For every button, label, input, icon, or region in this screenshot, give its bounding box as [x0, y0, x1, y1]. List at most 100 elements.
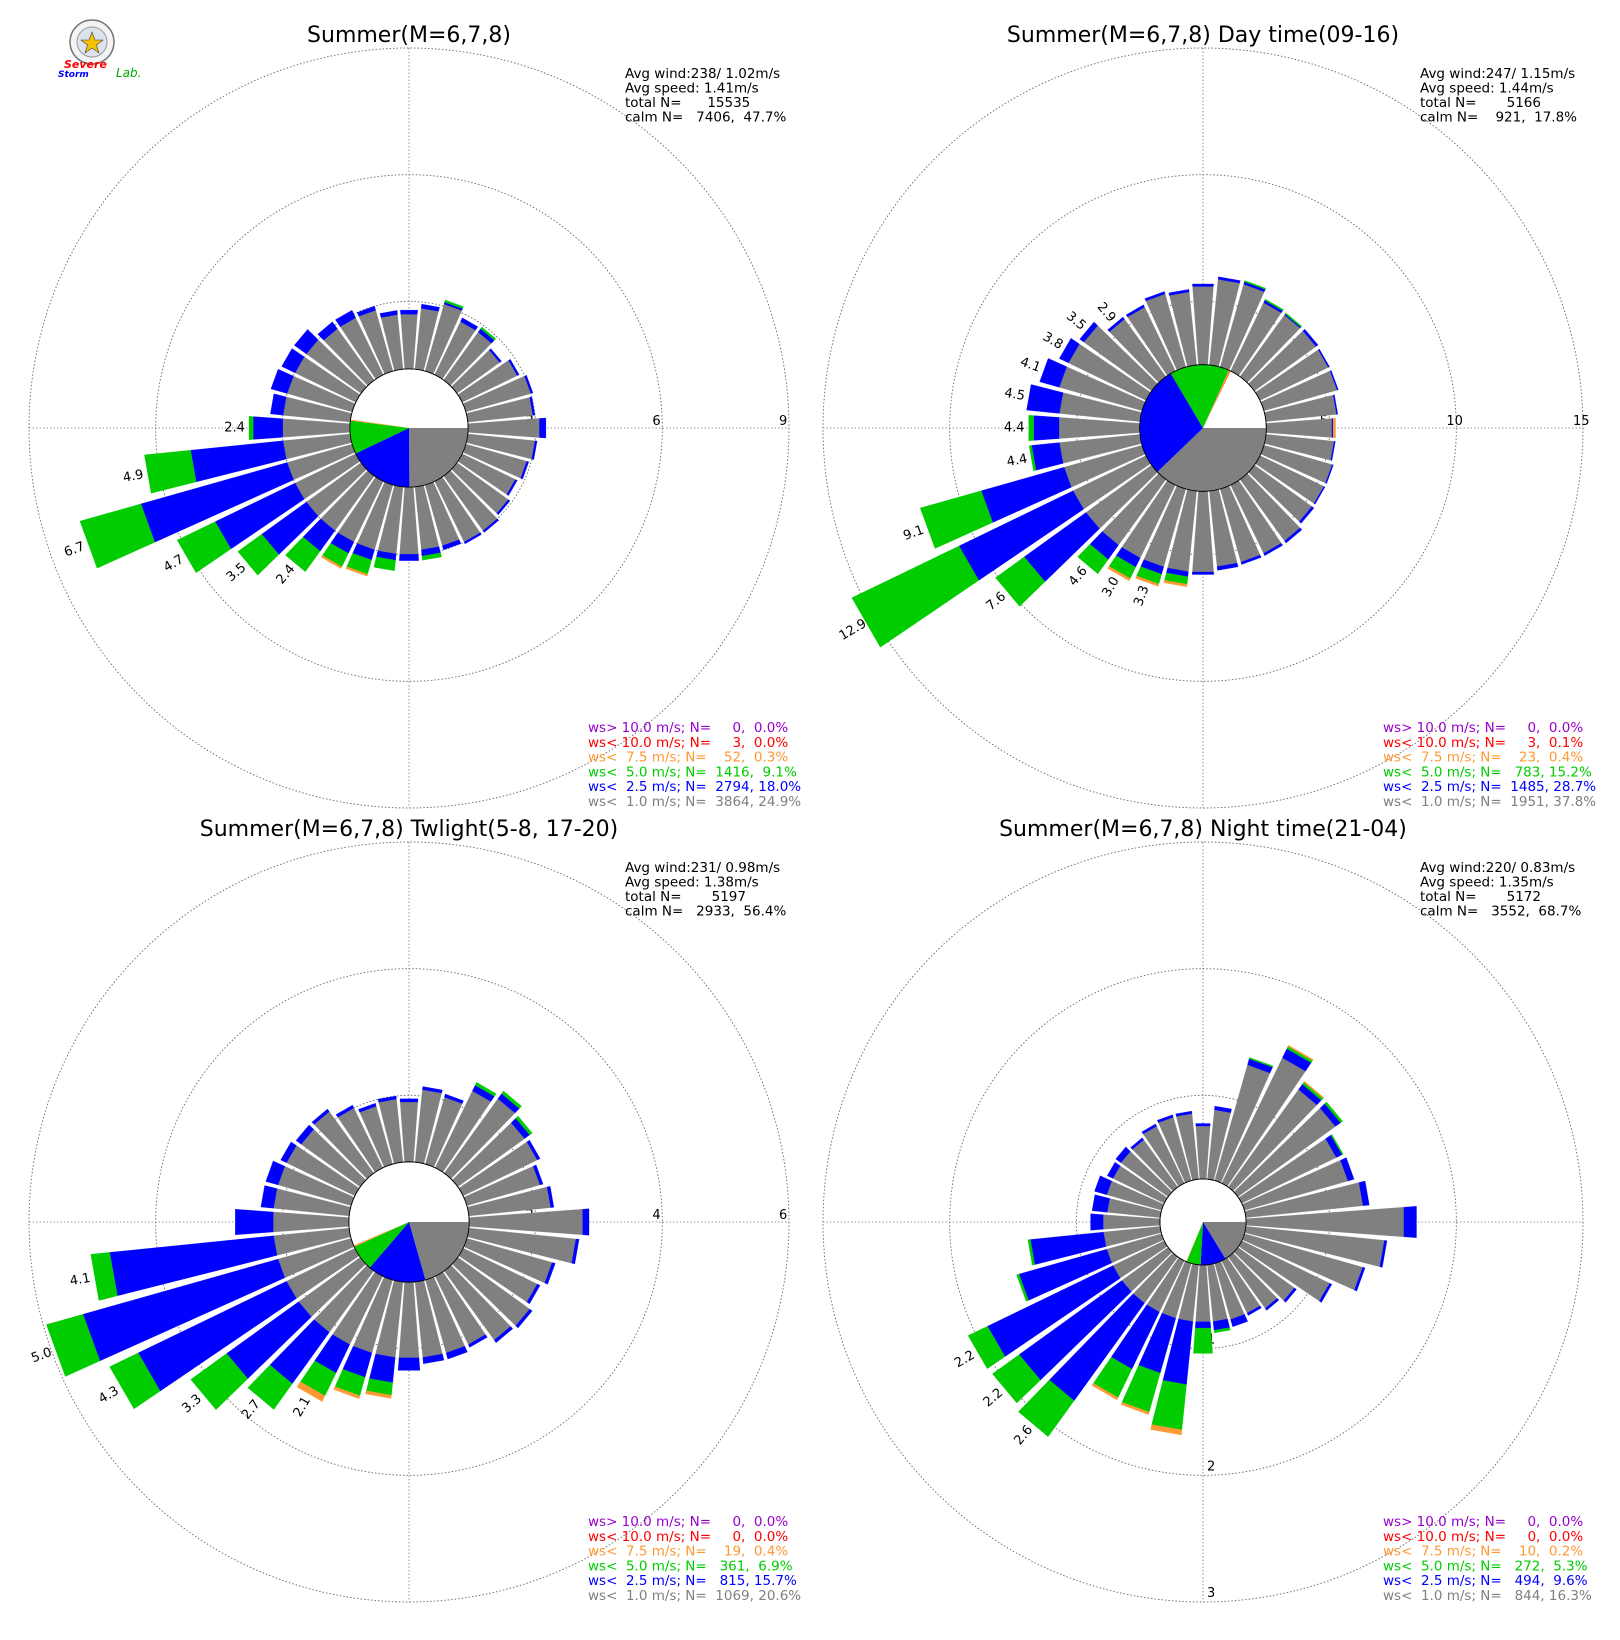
legend-entry: ws< 10.0 m/s; N= 3, 0.1%	[1383, 735, 1583, 751]
bar-250-seg-2	[1016, 1273, 1029, 1302]
bar-330-seg-1	[335, 1104, 355, 1118]
bar-300-seg-1	[1106, 1161, 1121, 1179]
bar-140-seg-1	[1264, 1298, 1280, 1311]
bar-270-seg-1	[235, 1209, 274, 1235]
bar-340-seg-1	[356, 305, 376, 317]
bar-100-seg-1	[571, 1238, 580, 1265]
bar-value-label: 5.0	[29, 1345, 54, 1366]
bar-180-seg-2	[1193, 1327, 1213, 1354]
ring-3	[822, 47, 1584, 809]
bar-270-seg-1	[253, 416, 283, 440]
bar-180-seg-0	[399, 486, 419, 555]
bar-350-seg-1	[379, 310, 398, 318]
bar-130-seg-1	[1299, 506, 1315, 524]
bar-10-seg-1	[422, 1086, 443, 1094]
bar-210-seg-3	[1107, 566, 1131, 582]
bar-value-label: 4.4	[1004, 421, 1025, 436]
legend-entry: ws< 2.5 m/s; N= 815, 15.7%	[588, 1573, 797, 1589]
bar-20-seg-2	[1249, 1057, 1274, 1068]
bar-190-seg-3	[1163, 580, 1188, 587]
bar-20-seg-2	[1244, 280, 1266, 290]
bar-280-seg-1	[1026, 384, 1064, 414]
bar-110-seg-1	[1354, 1267, 1366, 1292]
bar-50-seg-1	[488, 348, 502, 363]
bar-value-label: 3.8	[1040, 330, 1065, 353]
bar-270-seg-0	[273, 1211, 350, 1233]
bar-0-seg-1	[400, 309, 418, 315]
bar-300-seg-1	[1059, 338, 1080, 364]
legend-entry: ws< 7.5 m/s; N= 19, 0.4%	[588, 1544, 788, 1560]
stats-line: Avg speed: 1.35m/s	[1420, 875, 1554, 891]
bar-290-seg-1	[1039, 358, 1067, 388]
bar-130-seg-1	[515, 1308, 533, 1329]
bar-120-seg-1	[506, 479, 518, 496]
ring-2	[155, 174, 663, 682]
center-pie-slice-1	[1139, 373, 1203, 472]
bar-30-seg-3	[1287, 1044, 1314, 1061]
bar-140-seg-1	[493, 1326, 514, 1343]
bar-110-seg-1	[1325, 464, 1334, 484]
bar-value-label: 3.3	[179, 1392, 204, 1417]
center-pie-slice-4	[1203, 370, 1231, 428]
bar-value-label: 4.6	[1066, 564, 1091, 589]
bar-10-seg-1	[421, 303, 440, 312]
center-outline	[1159, 1178, 1247, 1266]
center-pie-slice-0	[409, 428, 469, 488]
bar-value-label: 4.1	[1018, 355, 1043, 376]
bar-100-seg-1	[1379, 1240, 1388, 1268]
bar-30-seg-2	[475, 1082, 497, 1097]
bar-110-seg-1	[544, 1262, 556, 1285]
bar-250-seg-2	[79, 503, 155, 569]
bar-110-seg-1	[520, 461, 529, 480]
ring-tick-label: 6	[652, 414, 660, 429]
bar-70-seg-1	[1329, 370, 1339, 391]
bar-260-seg-2	[1028, 445, 1037, 472]
bar-140-seg-1	[482, 518, 500, 533]
bar-60-seg-2	[1330, 1134, 1344, 1155]
bar-value-label: 2.2	[952, 1348, 977, 1371]
bar-210-seg-3	[296, 1381, 326, 1402]
legend-entry: ws< 5.0 m/s; N= 361, 6.9%	[588, 1558, 793, 1574]
bar-0-seg-1	[399, 1098, 419, 1103]
bar-value-label: 3.0	[1099, 574, 1122, 599]
bar-value-label: 2.6	[1011, 1423, 1036, 1448]
bar-value-label: 4.4	[1006, 452, 1029, 470]
bar-270-seg-1	[1090, 1213, 1104, 1231]
bar-280-seg-1	[260, 1185, 278, 1209]
windrose-panel-twilight: Summer(M=6,7,8) Twlight(5-8, 17-20)2462.…	[28, 817, 801, 1604]
center-pie-slice-0	[1203, 1222, 1247, 1259]
lab-logo-line3: Lab.	[116, 66, 141, 80]
bar-value-label: 4.1	[69, 1271, 92, 1289]
center-pie-slice-0	[409, 1222, 470, 1280]
bar-value-label: 4.7	[161, 552, 186, 575]
bar-180-seg-0	[398, 1281, 420, 1358]
bar-290-seg-1	[270, 368, 294, 394]
bar-340-seg-1	[358, 1103, 377, 1113]
bar-40-seg-2	[501, 1090, 522, 1109]
legend-entry: ws< 7.5 m/s; N= 52, 0.3%	[588, 750, 788, 766]
bar-250-seg-2	[46, 1314, 101, 1377]
bar-100-seg-1	[531, 440, 538, 460]
legend-entry: ws< 1.0 m/s; N= 844, 16.3%	[1383, 1588, 1592, 1604]
bar-210-seg-3	[1091, 1383, 1119, 1401]
bar-340-seg-1	[1144, 291, 1166, 302]
lab-logo-line1: Severe	[64, 58, 107, 71]
center-pie-slice-1	[1200, 1222, 1226, 1266]
bar-value-label: 4.5	[1003, 386, 1026, 404]
bar-value-label: 2.1	[291, 1394, 314, 1419]
legend-entry: ws< 2.5 m/s; N= 2794, 18.0%	[588, 779, 801, 795]
legend-entry: ws< 5.0 m/s; N= 1416, 9.1%	[588, 764, 797, 780]
bar-220-seg-2	[285, 536, 321, 573]
bar-90-seg-0	[467, 418, 540, 438]
ring-tick-label: 15	[1573, 414, 1590, 429]
ring-tick-label: 2	[1207, 1459, 1215, 1474]
bar-40-seg-2	[1284, 312, 1303, 328]
bar-160-seg-1	[445, 1346, 468, 1360]
bar-40-seg-3	[1303, 1081, 1325, 1099]
ring-tick-label: 9	[779, 414, 787, 429]
center-pie-slice-3	[353, 1222, 409, 1247]
bar-310-seg-1	[1079, 321, 1098, 343]
bar-190-seg-2	[373, 556, 396, 571]
bar-150-seg-1	[1246, 1305, 1262, 1316]
